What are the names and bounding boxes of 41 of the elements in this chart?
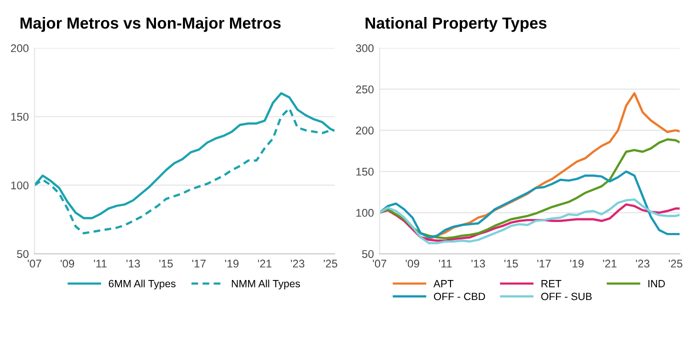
x-tick-label: '15 (504, 260, 518, 268)
y-tick-label: 150 (356, 168, 374, 176)
x-tick-label: '21 (258, 260, 272, 268)
x-tick-label: '07 (28, 260, 42, 268)
chart-title: National Property Types (366, 17, 546, 32)
x-tick-label: '17 (537, 260, 551, 268)
legend-label: OFF - CBD (434, 292, 486, 300)
x-tick-label: '11 (439, 260, 452, 268)
x-tick-label: '23 (636, 260, 650, 268)
y-tick-label: 200 (356, 126, 374, 134)
x-tick-label: '23 (290, 260, 304, 268)
y-tick-label: 50 (362, 250, 374, 258)
y-tick-label: 100 (11, 181, 29, 190)
chart-title: Major Metros vs Non-Major Metros (20, 17, 281, 32)
y-tick-label: 100 (356, 208, 374, 217)
x-tick-label: '21 (603, 260, 616, 268)
legend-label: 6MM All Types (108, 280, 176, 290)
x-tick-label: '09 (406, 260, 420, 268)
x-tick-label: '19 (225, 260, 239, 268)
line-series (380, 170, 680, 238)
x-tick-label: '09 (60, 260, 74, 268)
x-tick-label: '25 (668, 260, 682, 268)
x-tick-label: '19 (570, 260, 584, 268)
x-tick-label: '17 (192, 260, 206, 268)
legend-label: RET (542, 280, 562, 288)
x-tick-label: '13 (472, 260, 485, 268)
legend-label: IND (648, 280, 665, 288)
y-tick-label: 250 (356, 85, 374, 94)
x-tick-label: '07 (372, 260, 386, 268)
y-tick-label: 300 (356, 44, 374, 52)
legend-label: NMM All Types (232, 280, 300, 290)
y-tick-label: 150 (11, 112, 29, 121)
y-tick-label: 50 (17, 250, 29, 258)
x-tick-label: '13 (126, 260, 140, 268)
x-tick-label: '15 (159, 260, 173, 268)
legend-label: APT (433, 280, 454, 288)
x-tick-label: '11 (94, 260, 107, 268)
line-series (380, 138, 680, 240)
x-tick-label: '25 (324, 260, 338, 268)
y-tick-label: 200 (10, 44, 29, 52)
legend-label: OFF - SUB (541, 292, 592, 300)
